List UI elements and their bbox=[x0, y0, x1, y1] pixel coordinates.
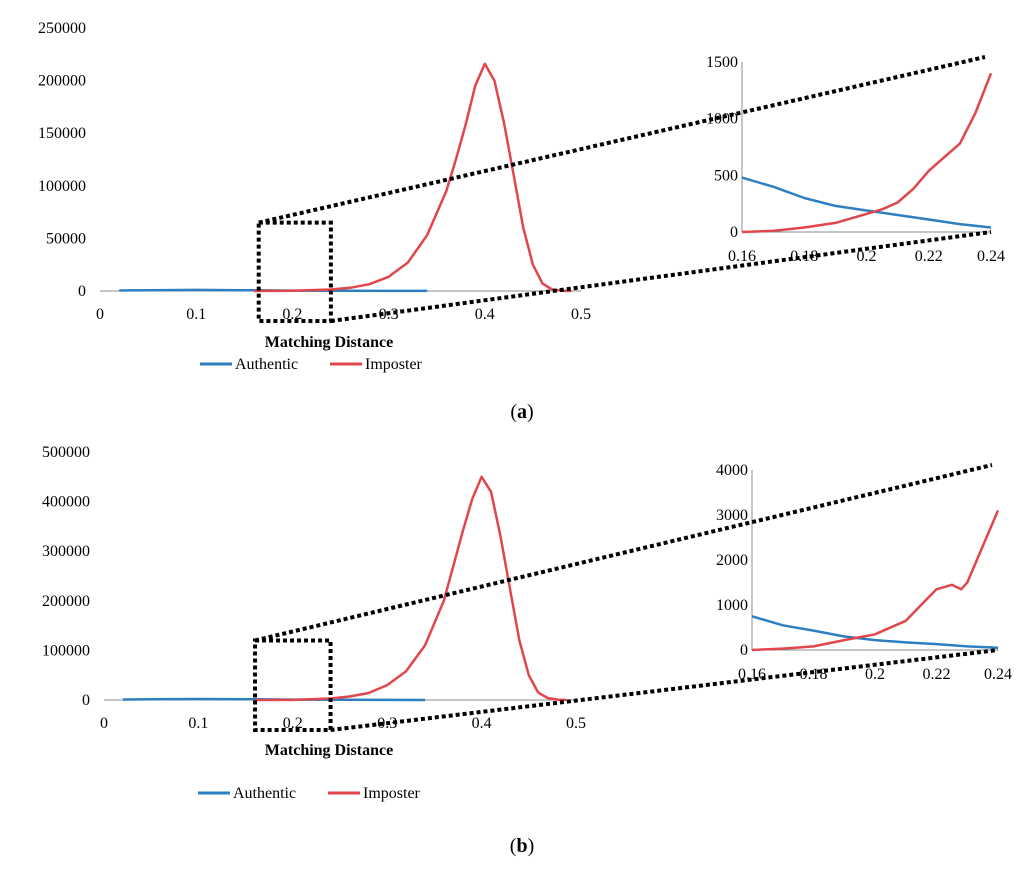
inset-y-tick-label: 1000 bbox=[716, 597, 748, 614]
inset-x-tick-label: 0.24 bbox=[977, 248, 1005, 265]
y-tick-label: 150000 bbox=[38, 125, 86, 142]
y-tick-label: 400000 bbox=[42, 494, 90, 511]
legend-label-imposter: Imposter bbox=[365, 356, 423, 373]
zoom-connector-bottom bbox=[330, 648, 999, 732]
inset-x-tick-label: 0.2 bbox=[857, 248, 877, 265]
inset-x-tick-label: 0.16 bbox=[738, 666, 766, 683]
inset-x-tick-label: 0.22 bbox=[915, 248, 943, 265]
y-tick-label: 0 bbox=[82, 692, 90, 709]
x-axis-title: Matching Distance bbox=[265, 742, 393, 759]
legend: Authentic Imposter bbox=[198, 785, 421, 802]
zoom-region-box bbox=[256, 220, 333, 323]
y-tick-label: 50000 bbox=[46, 230, 86, 247]
inset-y-tick-label: 0 bbox=[730, 224, 738, 241]
inset-series-line-authentic bbox=[741, 176, 992, 229]
x-tick-label: 0.2 bbox=[283, 715, 303, 732]
y-tick-label: 100000 bbox=[38, 178, 86, 195]
inset-series-line-authentic bbox=[751, 615, 999, 650]
inset-series-line-imposter bbox=[741, 72, 993, 234]
inset-y-tick-label: 4000 bbox=[716, 462, 748, 479]
legend: Authentic Imposter bbox=[200, 356, 423, 373]
series-line-imposter bbox=[253, 62, 572, 293]
inset-y-tick-label: 500 bbox=[714, 167, 738, 184]
x-tick-label: 0.4 bbox=[475, 306, 495, 323]
x-tick-label: 0.5 bbox=[566, 715, 586, 732]
zoom-connector-bottom bbox=[330, 230, 992, 323]
x-axis-title: Matching Distance bbox=[265, 334, 393, 351]
y-tick-label: 0 bbox=[78, 283, 86, 300]
inset-x-tick-label: 0.16 bbox=[728, 248, 756, 265]
chart-panel-a: 05000010000015000020000025000000.10.20.3… bbox=[38, 20, 1005, 423]
panel-label: (a) bbox=[510, 401, 533, 423]
panel-label: (b) bbox=[510, 835, 534, 857]
zoom-region-box bbox=[253, 638, 333, 732]
x-tick-label: 0.5 bbox=[571, 306, 591, 323]
legend-label-imposter: Imposter bbox=[363, 785, 421, 802]
y-tick-label: 200000 bbox=[42, 593, 90, 610]
x-tick-label: 0.4 bbox=[472, 715, 492, 732]
x-tick-label: 0.1 bbox=[186, 306, 206, 323]
x-tick-label: 0.1 bbox=[188, 715, 208, 732]
inset-x-tick-label: 0.24 bbox=[984, 666, 1012, 683]
inset-y-tick-label: 0 bbox=[740, 642, 748, 659]
inset-x-tick-label: 0.22 bbox=[923, 666, 951, 683]
inset-y-tick-label: 2000 bbox=[716, 552, 748, 569]
legend-label-authentic: Authentic bbox=[235, 356, 298, 373]
x-tick-label: 0 bbox=[96, 306, 104, 323]
y-tick-label: 100000 bbox=[42, 642, 90, 659]
inset-x-tick-label: 0.2 bbox=[865, 666, 885, 683]
legend-label-authentic: Authentic bbox=[233, 785, 296, 802]
y-tick-label: 250000 bbox=[38, 20, 86, 37]
y-tick-label: 500000 bbox=[42, 444, 90, 461]
y-tick-label: 200000 bbox=[38, 73, 86, 90]
inset-series-line-imposter bbox=[751, 510, 1000, 652]
chart-panel-b: 0 100000 200000 300000 400000 500000 0 0.1 0.2 0.… bbox=[42, 444, 1012, 857]
zoom-connector-top bbox=[254, 463, 993, 643]
x-tick-label: 0 bbox=[100, 715, 108, 732]
inset-y-tick-label: 3000 bbox=[716, 507, 748, 524]
zoom-connector-top bbox=[258, 55, 986, 225]
x-tick-label: 0.2 bbox=[282, 306, 302, 323]
series-line-imposter bbox=[254, 475, 567, 702]
y-tick-label: 300000 bbox=[42, 543, 90, 560]
inset-y-tick-label: 1500 bbox=[706, 54, 738, 71]
